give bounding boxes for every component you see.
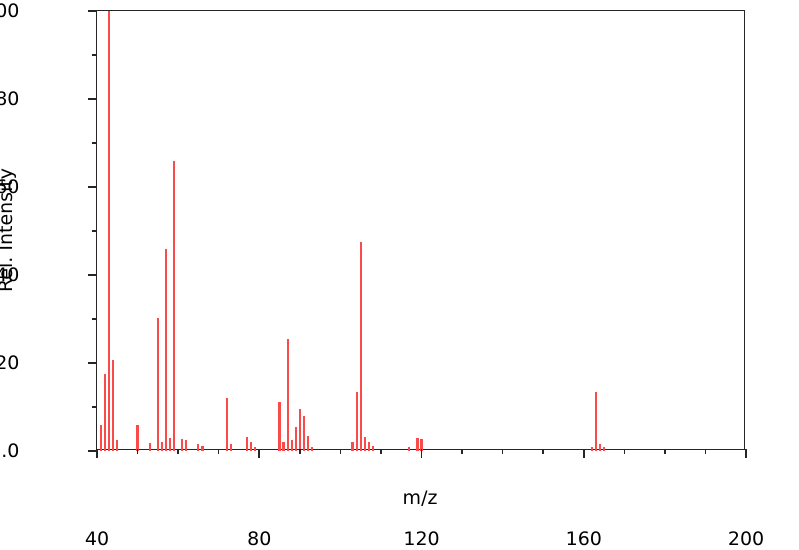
spectrum-peak: [181, 438, 184, 451]
x-tick-label: 160: [565, 527, 602, 550]
spectrum-peak: [160, 442, 163, 451]
spectrum-peak: [197, 444, 200, 451]
y-tick-major: [88, 450, 97, 452]
spectrum-peak: [245, 436, 249, 451]
x-tick-label: 200: [727, 527, 765, 550]
spectrum-peak: [359, 242, 362, 451]
y-tick-major: [88, 274, 97, 276]
spectrum-peak: [598, 444, 602, 451]
spectrum-peak: [104, 374, 107, 451]
spectrum-peak: [602, 446, 606, 451]
spectrum-peak: [302, 415, 305, 451]
spectrum-peak: [416, 437, 419, 451]
spectrum-peak: [298, 409, 301, 451]
spectrum-peak: [286, 338, 289, 451]
spectrum-peak: [371, 445, 374, 451]
spectrum-peak: [225, 398, 228, 451]
spectrum-peak: [201, 445, 204, 451]
spectrum-peaks-canvas: [97, 11, 746, 451]
spectrum-peak: [278, 401, 281, 451]
spectrum-peak: [229, 444, 232, 451]
y-tick-major: [88, 362, 97, 364]
y-tick-label: 80: [0, 88, 20, 110]
spectrum-peak: [367, 442, 370, 451]
y-axis-title: Rel. Intensity: [0, 167, 17, 293]
spectrum-peak: [112, 360, 115, 451]
spectrum-peak: [420, 438, 423, 451]
spectrum-peak: [185, 440, 188, 451]
spectrum-peak: [164, 248, 168, 451]
x-tick-label: 80: [247, 527, 272, 550]
spectrum-peak: [108, 11, 111, 451]
x-axis-title: m/z: [402, 487, 438, 509]
spectrum-peak: [594, 391, 597, 451]
y-tick-major: [88, 98, 97, 100]
spectrum-peak: [172, 160, 176, 451]
spectrum-peak: [294, 426, 297, 451]
spectrum-peak: [363, 436, 366, 451]
spectrum-peak: [355, 391, 358, 451]
spectrum-peak: [351, 442, 354, 451]
x-tick-label: 40: [84, 527, 110, 550]
x-tick-label: 120: [403, 527, 440, 550]
y-tick-major: [88, 186, 97, 188]
spectrum-peak: [408, 446, 411, 451]
spectrum-peak: [250, 442, 253, 451]
spectrum-peak: [99, 424, 103, 451]
spectrum-peak: [136, 424, 139, 451]
spectrum-peak: [168, 437, 172, 451]
y-tick-major: [88, 10, 97, 12]
spectrum-peak: [290, 440, 293, 451]
spectrum-peak: [116, 440, 119, 451]
y-tick-label: 0.0: [0, 440, 20, 462]
y-tick-label: 100: [0, 0, 20, 22]
spectrum-peak: [156, 318, 159, 451]
spectrum-peak: [282, 442, 285, 451]
spectrum-peak: [310, 446, 314, 451]
spectrum-peak: [306, 435, 309, 451]
spectrum-peak: [254, 446, 257, 451]
y-tick-label: 20: [0, 352, 20, 374]
spectrum-peak: [148, 443, 151, 451]
spectrum-peak: [590, 446, 593, 451]
